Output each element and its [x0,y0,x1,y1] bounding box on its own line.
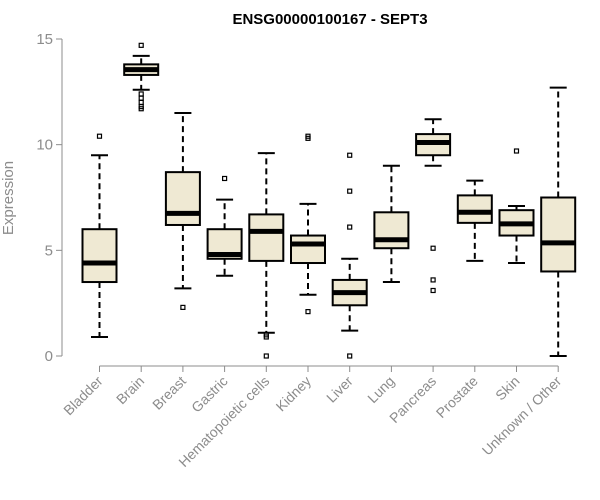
box-group [81,42,577,359]
box-iqr [81,228,118,284]
y-axis: 0 5 10 15 [36,31,63,365]
x-tick-label: Unknown / Other [479,373,565,459]
box-liver [331,152,368,359]
box-bladder [81,133,118,338]
box-iqr [164,171,201,226]
outlier-point [347,353,353,359]
box-iqr [248,213,285,262]
x-tick-label: Prostate [433,373,481,421]
outlier-point [430,245,436,251]
box-iqr [373,211,410,250]
box-gastric [206,175,243,277]
x-tick-label: Breast [149,373,189,413]
outlier-point [347,188,353,194]
x-tick-label: Brain [113,373,147,407]
box-iqr [290,234,326,265]
outlier-point [222,175,228,182]
y-tick-label: 15 [36,31,53,48]
box-brain [123,42,160,112]
outlier-point [263,353,269,359]
outlier-point [138,106,144,112]
outlier-point [138,95,144,101]
outlier-point [305,135,311,141]
box-unknown-other [540,86,577,357]
box-pancreas [415,118,452,294]
outlier-point [138,42,144,48]
outlier-point [513,148,520,154]
outlier-point [138,99,144,106]
y-axis-label: Expression [0,161,17,235]
box-iqr [540,196,577,273]
box-prostate [456,179,493,262]
outlier-point [347,152,353,158]
outlier-point [138,91,144,97]
outlier-point [263,332,269,338]
box-kidney [290,133,326,315]
outlier-point [305,309,311,315]
box-breast [164,111,201,310]
box-lung [373,164,410,284]
x-tick-label: Bladder [60,373,106,419]
outlier-point [430,287,436,294]
outlier-point [180,304,186,310]
y-tick-label: 0 [45,348,53,365]
outlier-point [347,224,353,230]
chart-title: ENSG00000100167 - SEPT3 [232,11,427,28]
y-tick-label: 5 [45,242,53,259]
outlier-point [430,277,436,283]
x-tick-label: Kidney [273,373,315,415]
y-tick-label: 10 [36,137,53,154]
box-skin [498,148,535,265]
x-tick-label: Skin [492,373,523,404]
outlier-point [96,133,103,139]
x-tick-label: Liver [323,373,356,406]
x-tick-label: Lung [364,373,397,406]
box-iqr [456,194,493,224]
box-hematopoietic-cells [248,152,285,359]
